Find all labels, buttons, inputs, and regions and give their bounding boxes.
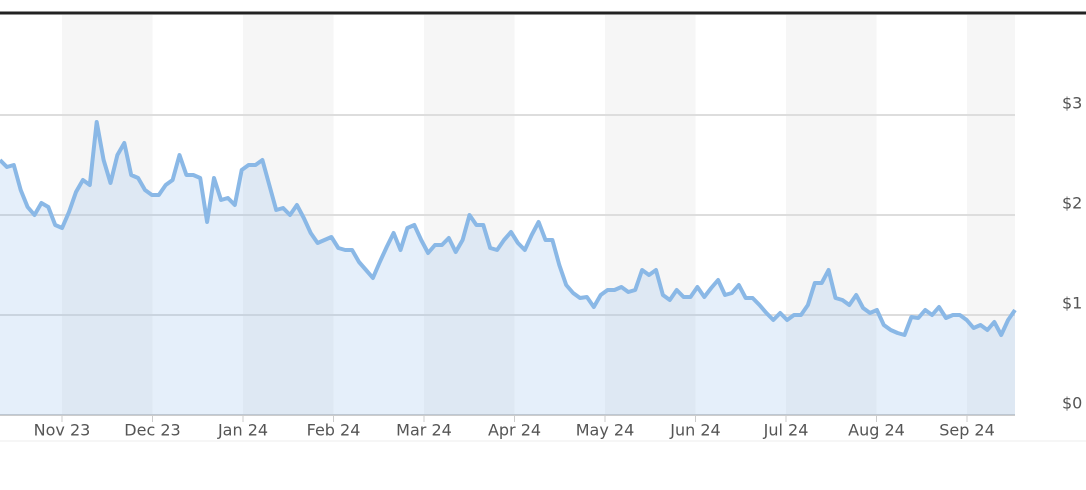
x-tick-label: Dec 23 [124, 421, 180, 440]
x-tick-label: Jan 24 [217, 421, 268, 440]
x-tick-label: Nov 23 [34, 421, 91, 440]
area-fill [0, 122, 1015, 415]
x-tick-label: Aug 24 [848, 421, 905, 440]
x-tick-label: May 24 [576, 421, 635, 440]
price-line [0, 120, 1017, 337]
x-tick-label: Jun 24 [669, 421, 720, 440]
x-tick-label: Sep 24 [939, 421, 995, 440]
y-tick-label: $0 [1062, 394, 1082, 413]
y-tick-label: $1 [1062, 294, 1082, 313]
x-tick-label: Apr 24 [488, 421, 541, 440]
x-tick-label: Feb 24 [307, 421, 361, 440]
x-tick-label: Jul 24 [763, 421, 809, 440]
x-tick-label: Mar 24 [396, 421, 452, 440]
y-tick-label: $2 [1062, 194, 1082, 213]
y-tick-label: $3 [1062, 94, 1082, 113]
